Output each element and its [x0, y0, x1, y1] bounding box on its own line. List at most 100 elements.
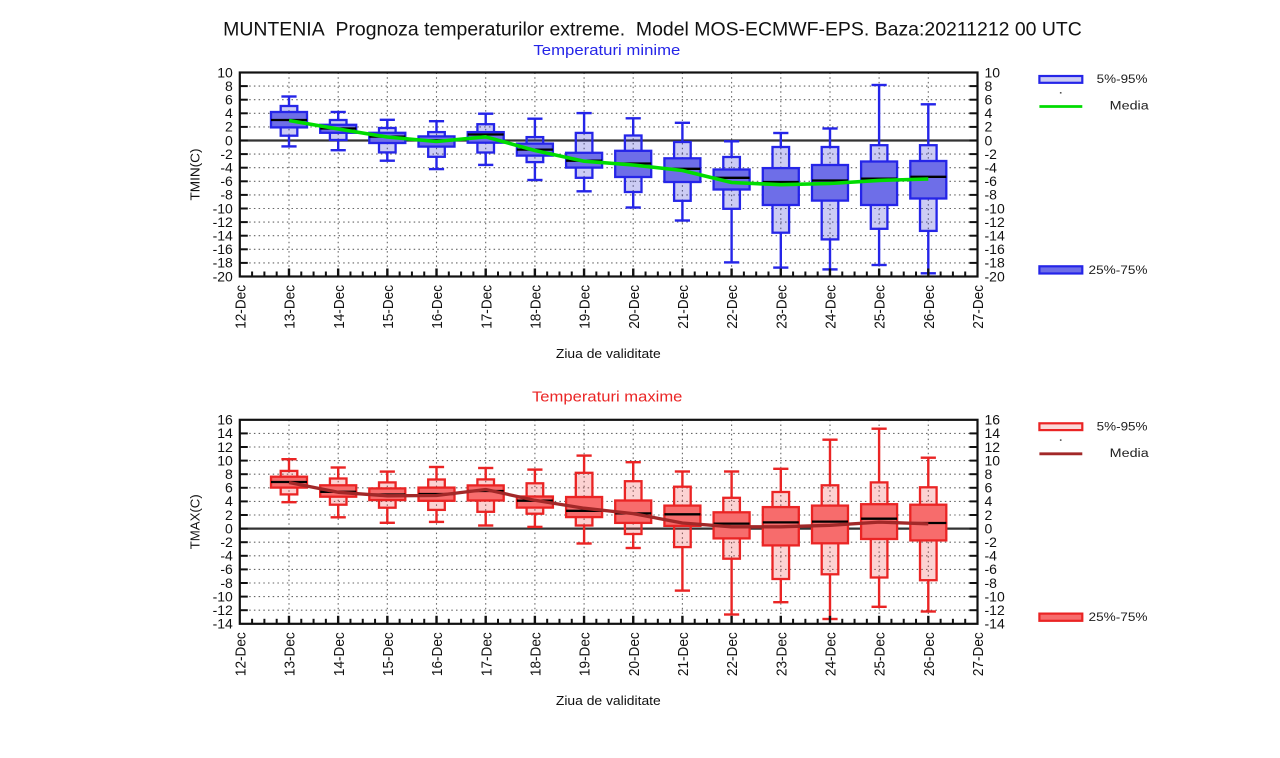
svg-text:2: 2: [985, 507, 993, 523]
svg-text:23-Dec: 23-Dec: [774, 632, 790, 676]
svg-text:-6: -6: [220, 561, 233, 577]
svg-text:12-Dec: 12-Dec: [233, 632, 249, 676]
svg-text:-12: -12: [985, 214, 1005, 230]
svg-text:-8: -8: [220, 575, 233, 591]
svg-text:Media: Media: [1110, 448, 1150, 460]
svg-text:18-Dec: 18-Dec: [529, 632, 545, 676]
svg-text:10: 10: [217, 452, 233, 468]
svg-text:0: 0: [225, 132, 233, 148]
svg-text:-4: -4: [985, 548, 998, 564]
svg-text:-6: -6: [220, 173, 233, 189]
svg-text:6: 6: [225, 92, 233, 108]
svg-text:4: 4: [225, 105, 233, 121]
svg-text:22-Dec: 22-Dec: [725, 632, 741, 676]
svg-text:24-Dec: 24-Dec: [824, 285, 840, 329]
svg-text:12-Dec: 12-Dec: [233, 285, 249, 329]
svg-text:4: 4: [985, 493, 993, 509]
svg-text:15-Dec: 15-Dec: [381, 632, 397, 676]
svg-text:-6: -6: [985, 173, 998, 189]
svg-text:27-Dec: 27-Dec: [971, 285, 987, 329]
svg-text:-12: -12: [213, 214, 233, 230]
svg-text:-2: -2: [220, 534, 233, 550]
svg-text:Media: Media: [1110, 101, 1150, 113]
svg-text:-14: -14: [213, 616, 233, 632]
svg-text:0: 0: [985, 132, 993, 148]
svg-text:20-Dec: 20-Dec: [627, 632, 643, 676]
svg-text:6: 6: [985, 480, 993, 496]
svg-text:-10: -10: [985, 588, 1005, 604]
svg-text:25-Dec: 25-Dec: [873, 632, 889, 676]
svg-text:-18: -18: [213, 255, 233, 271]
svg-text:12: 12: [217, 439, 233, 455]
svg-text:27-Dec: 27-Dec: [971, 632, 987, 676]
svg-text:-20: -20: [985, 268, 1005, 284]
svg-text:16: 16: [217, 412, 233, 428]
svg-text:-8: -8: [985, 187, 998, 203]
svg-text:14: 14: [985, 425, 1001, 441]
svg-text:16-Dec: 16-Dec: [430, 285, 446, 329]
svg-text:4: 4: [225, 493, 233, 509]
svg-text:-20: -20: [213, 268, 233, 284]
svg-text:15-Dec: 15-Dec: [381, 285, 397, 329]
svg-text:19-Dec: 19-Dec: [578, 632, 594, 676]
svg-text:6: 6: [225, 480, 233, 496]
svg-text:25-Dec: 25-Dec: [873, 285, 889, 329]
svg-text:18-Dec: 18-Dec: [529, 285, 545, 329]
svg-text:14-Dec: 14-Dec: [332, 285, 348, 329]
svg-text:0: 0: [985, 520, 993, 536]
svg-text:-8: -8: [985, 575, 998, 591]
svg-text:-14: -14: [213, 228, 233, 244]
svg-text:8: 8: [985, 78, 993, 94]
svg-text:-12: -12: [985, 602, 1005, 618]
svg-text:-4: -4: [220, 160, 233, 176]
svg-text:24-Dec: 24-Dec: [824, 632, 840, 676]
svg-text:-2: -2: [985, 146, 998, 162]
svg-text:21-Dec: 21-Dec: [676, 285, 692, 329]
svg-text:10: 10: [985, 64, 1001, 80]
svg-text:-18: -18: [985, 255, 1005, 271]
svg-text:25%-75%: 25%-75%: [1089, 265, 1148, 277]
svg-text:-2: -2: [985, 534, 998, 550]
svg-text:14-Dec: 14-Dec: [332, 632, 348, 676]
svg-text:2: 2: [225, 507, 233, 523]
svg-text:-10: -10: [213, 200, 233, 216]
svg-text:13-Dec: 13-Dec: [283, 632, 299, 676]
svg-text:13-Dec: 13-Dec: [283, 285, 299, 329]
svg-text:-12: -12: [213, 602, 233, 618]
svg-text:8: 8: [985, 466, 993, 482]
svg-text:25%-75%: 25%-75%: [1089, 612, 1148, 624]
svg-text:-2: -2: [220, 146, 233, 162]
svg-text:Ziua de validitate: Ziua de validitate: [556, 346, 661, 361]
svg-text:-6: -6: [985, 561, 998, 577]
svg-text:12: 12: [985, 439, 1001, 455]
svg-text:23-Dec: 23-Dec: [774, 285, 790, 329]
svg-text:-4: -4: [220, 548, 233, 564]
svg-text:4: 4: [985, 105, 993, 121]
svg-text:5%-95%: 5%-95%: [1097, 421, 1148, 433]
svg-text:22-Dec: 22-Dec: [725, 285, 741, 329]
svg-text:-14: -14: [985, 228, 1005, 244]
svg-text:2: 2: [985, 119, 993, 135]
svg-text:-16: -16: [985, 241, 1005, 257]
svg-text:10: 10: [217, 64, 233, 80]
svg-text:26-Dec: 26-Dec: [922, 632, 938, 676]
svg-text:TMAX(C): TMAX(C): [188, 494, 203, 549]
svg-text:26-Dec: 26-Dec: [922, 285, 938, 329]
svg-text:2: 2: [225, 119, 233, 135]
svg-text:Ziua de validitate: Ziua de validitate: [556, 693, 661, 708]
svg-text:10: 10: [985, 452, 1001, 468]
svg-text:-4: -4: [985, 160, 998, 176]
svg-text:8: 8: [225, 466, 233, 482]
svg-text:-10: -10: [213, 588, 233, 604]
svg-text:-14: -14: [985, 616, 1005, 632]
svg-text:Temperaturi maxime: Temperaturi maxime: [532, 390, 682, 406]
svg-text:21-Dec: 21-Dec: [676, 632, 692, 676]
svg-text:20-Dec: 20-Dec: [627, 285, 643, 329]
svg-text:6: 6: [985, 92, 993, 108]
svg-text:TMIN(C): TMIN(C): [188, 149, 203, 201]
svg-text:0: 0: [225, 520, 233, 536]
svg-text:5%-95%: 5%-95%: [1097, 74, 1148, 86]
svg-text:16: 16: [985, 412, 1001, 428]
svg-text:17-Dec: 17-Dec: [479, 632, 495, 676]
svg-text:Temperaturi minime: Temperaturi minime: [533, 43, 680, 59]
